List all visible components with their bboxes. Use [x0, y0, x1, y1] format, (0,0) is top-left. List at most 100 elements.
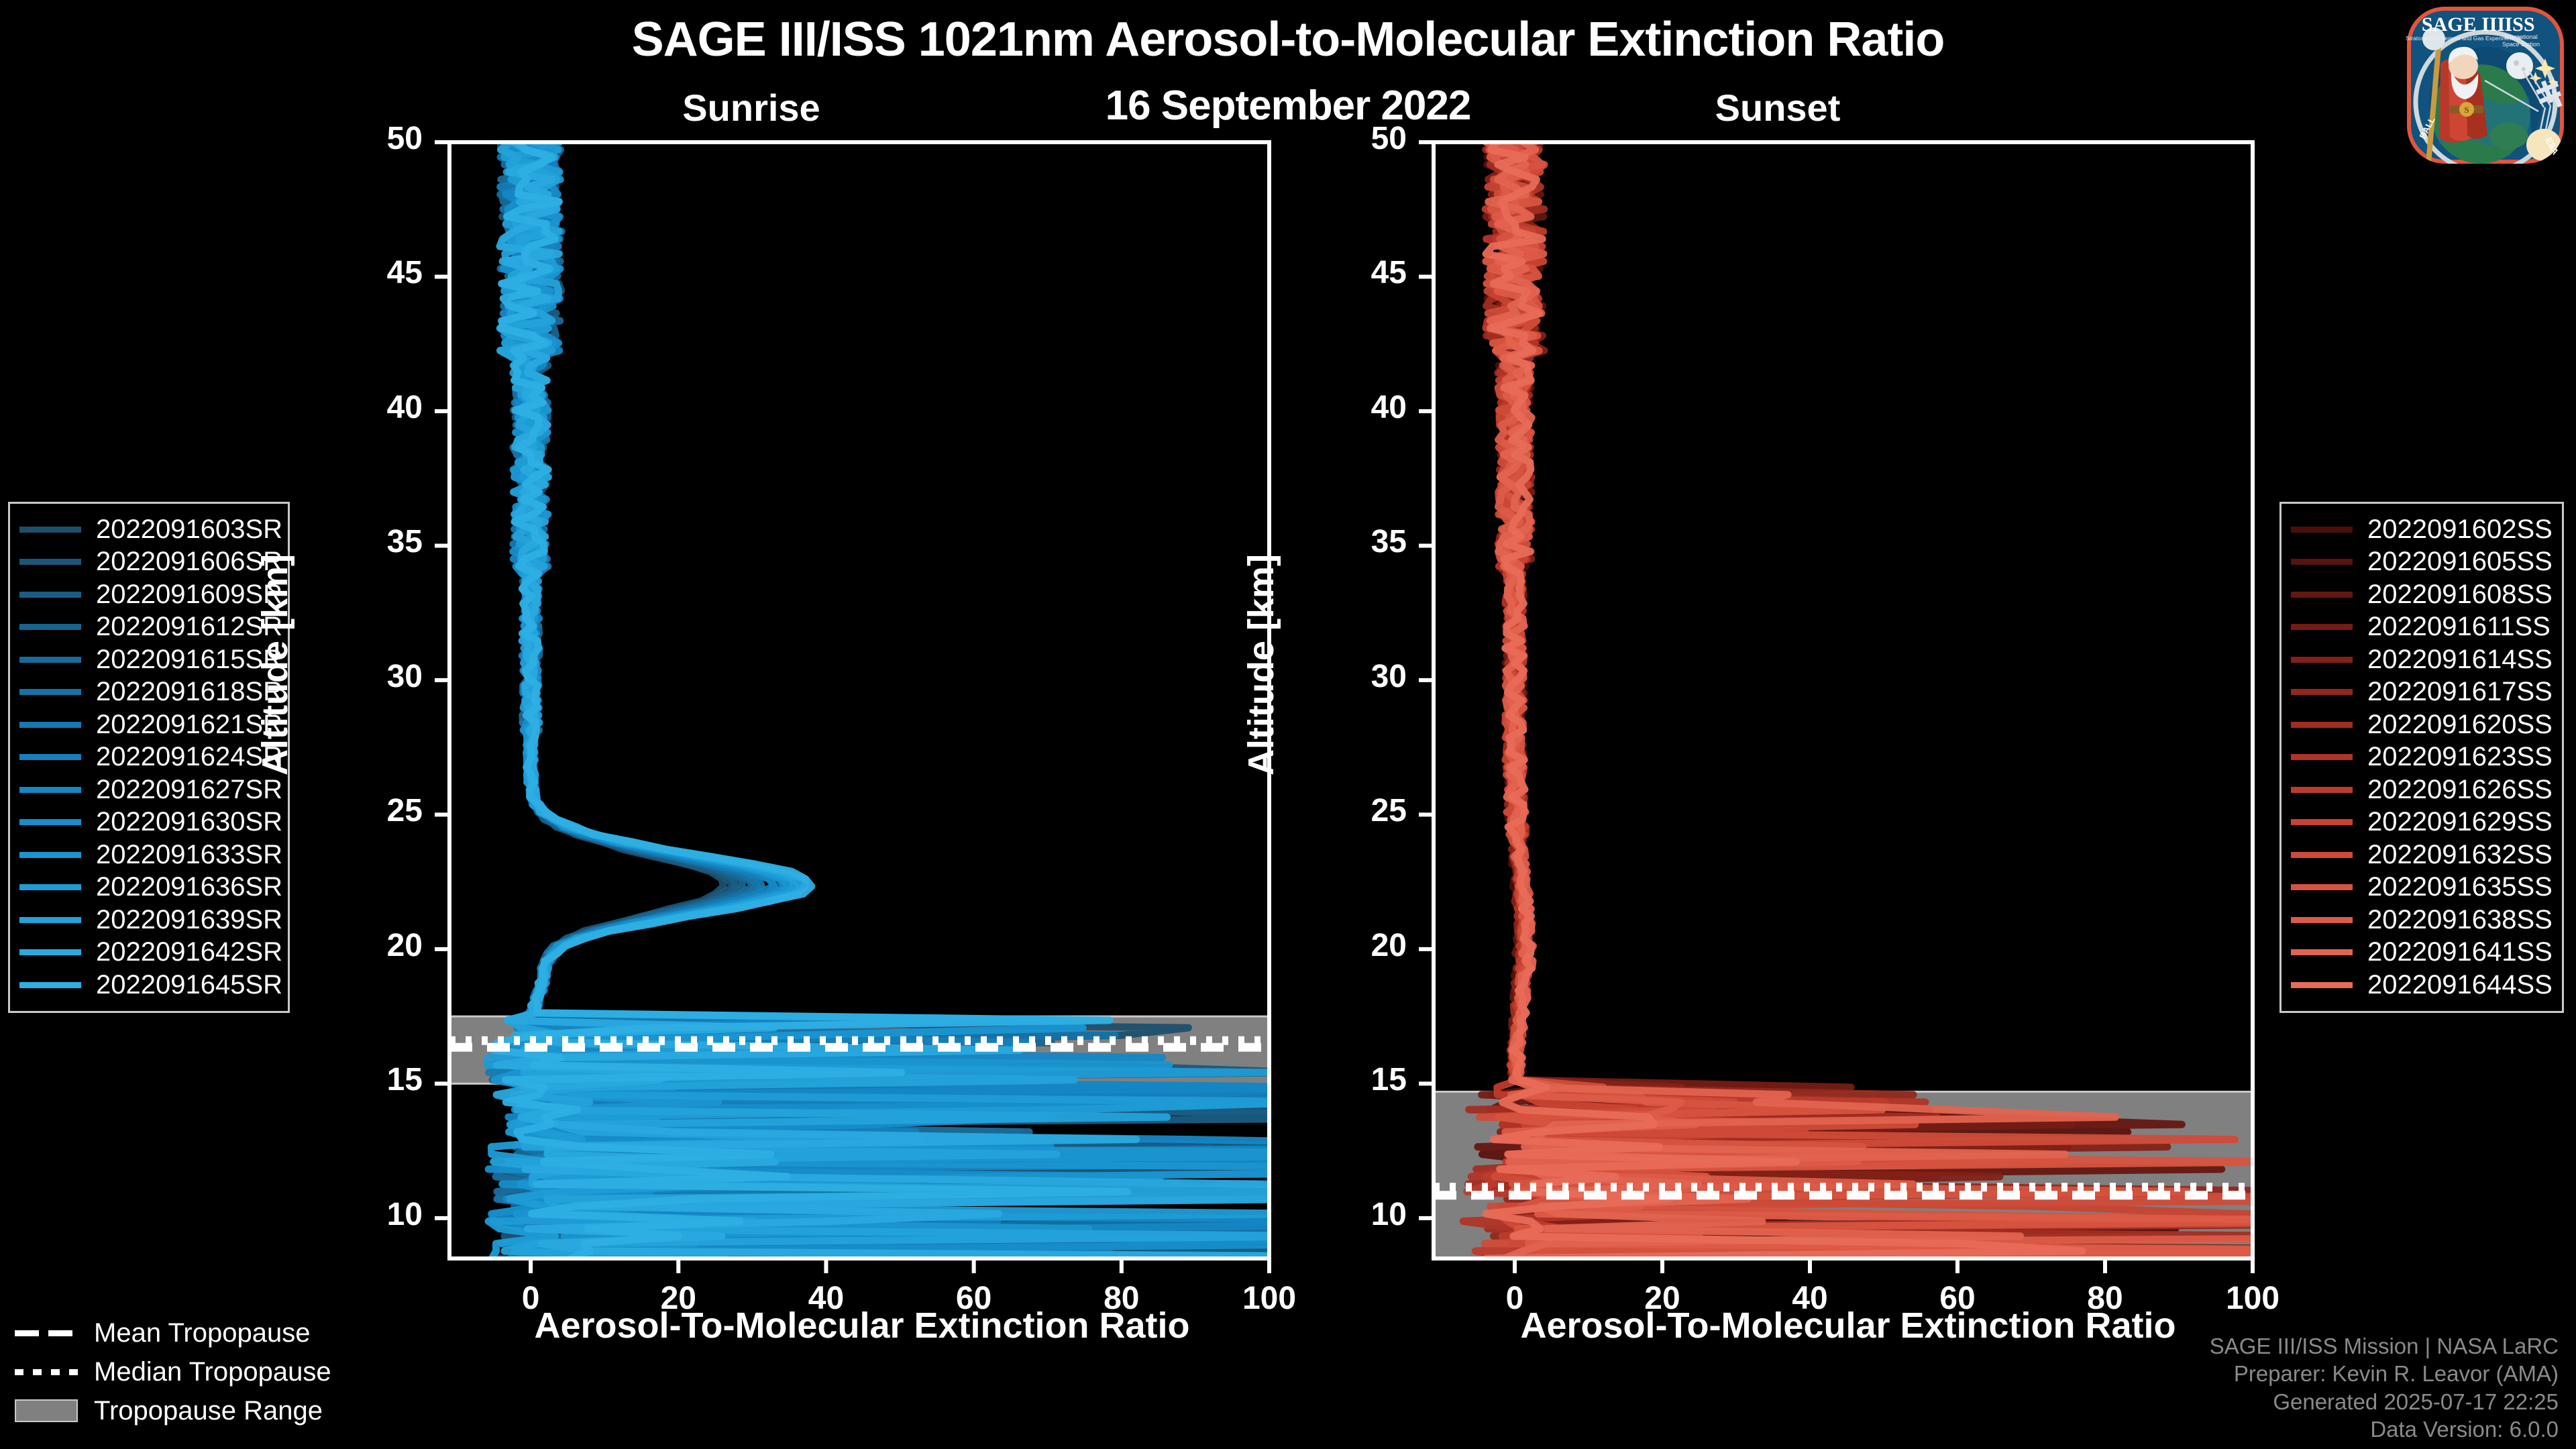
- axes-frame: [447, 140, 1271, 1260]
- legend-sunrise-events[interactable]: 2022091603SR 2022091606SR 2022091609SR 2022…: [8, 502, 290, 1013]
- legend-item[interactable]: 2022091630SR: [19, 806, 282, 839]
- credits-block: SAGE III/ISS Mission | NASA LaRC Prepare…: [2210, 1332, 2559, 1444]
- credit-line-data-version: Data Version: 6.0.0: [2370, 1417, 2559, 1442]
- legend-color-swatch: [19, 656, 81, 663]
- legend-item[interactable]: 2022091608SS: [2291, 578, 2553, 611]
- legend-item[interactable]: 2022091644SS: [2291, 969, 2553, 1002]
- x-tick-label: 0: [1505, 1281, 1524, 1316]
- legend-color-swatch: [19, 851, 81, 858]
- legend-item[interactable]: 2022091627SR: [19, 773, 282, 806]
- legend-event-label: 2022091642SR: [96, 937, 283, 967]
- legend-color-swatch: [2291, 916, 2353, 923]
- y-tick-label: 50: [386, 121, 423, 156]
- legend-item[interactable]: 2022091612SR: [19, 611, 282, 644]
- legend-color-swatch: [2291, 754, 2353, 761]
- legend-tropopause: Mean Tropopause Median Tropopause Tropop…: [15, 1316, 331, 1433]
- legend-sunset-events[interactable]: 2022091602SS 2022091605SS 2022091608SS 2022…: [2279, 502, 2564, 1013]
- legend-item[interactable]: 2022091632SS: [2291, 839, 2553, 871]
- panel-title-sunset: Sunset: [1715, 87, 1841, 129]
- legend-color-swatch: [2291, 981, 2353, 988]
- legend-color-swatch: [2291, 591, 2353, 598]
- legend-row-median-tropopause: Median Tropopause: [15, 1355, 331, 1389]
- legend-item[interactable]: 2022091641SS: [2291, 936, 2553, 969]
- y-tick-label: 30: [1371, 658, 1407, 694]
- x-tick-label: 100: [1242, 1281, 1297, 1316]
- x-tick-label: 40: [808, 1281, 845, 1316]
- legend-item[interactable]: 2022091609SR: [19, 578, 282, 611]
- legend-event-label: 2022091615SR: [96, 644, 283, 674]
- legend-event-label: 2022091612SR: [96, 612, 283, 642]
- legend-item[interactable]: 2022091645SR: [19, 969, 282, 1002]
- legend-item[interactable]: 2022091618SR: [19, 676, 282, 709]
- legend-item[interactable]: 2022091602SS: [2291, 513, 2553, 546]
- legend-item[interactable]: 2022091633SR: [19, 839, 282, 871]
- legend-item[interactable]: 2022091629SS: [2291, 806, 2553, 839]
- legend-color-swatch: [19, 721, 81, 728]
- legend-item[interactable]: 2022091611SS: [2291, 611, 2551, 644]
- legend-event-label: 2022091641SS: [2367, 937, 2553, 967]
- legend-item[interactable]: 2022091636SR: [19, 871, 282, 904]
- legend-color-swatch: [19, 949, 81, 956]
- legend-item[interactable]: 2022091603SR: [19, 513, 282, 546]
- x-tick-label: 20: [660, 1281, 696, 1316]
- shaded-band-icon: [15, 1399, 78, 1422]
- legend-item[interactable]: 2022091606SR: [19, 546, 282, 579]
- legend-color-swatch: [19, 916, 81, 923]
- legend-event-label: 2022091605SS: [2367, 547, 2553, 577]
- legend-event-label: 2022091618SR: [96, 677, 283, 707]
- legend-event-label: 2022091627SR: [96, 774, 283, 804]
- legend-item[interactable]: 2022091638SS: [2291, 904, 2553, 936]
- legend-event-label: 2022091611SS: [2367, 612, 2551, 642]
- legend-item[interactable]: 2022091642SR: [19, 936, 282, 969]
- legend-color-swatch: [19, 624, 81, 631]
- legend-label-tropopause-range: Tropopause Range: [94, 1395, 323, 1426]
- logo-station-line2: Space Station: [2502, 41, 2540, 48]
- y-tick-label: 40: [1371, 389, 1407, 425]
- logo-sage-text: SAGE III: [2422, 13, 2505, 36]
- dashed-line-icon: [15, 1323, 78, 1343]
- x-tick-label: 40: [1792, 1281, 1828, 1316]
- legend-item[interactable]: 2022091617SS: [2291, 676, 2553, 709]
- legend-color-swatch: [19, 559, 81, 566]
- x-tick-label: 60: [1939, 1281, 1976, 1316]
- x-tick-label: 60: [955, 1281, 992, 1316]
- legend-color-swatch: [2291, 819, 2353, 826]
- legend-event-label: 2022091639SR: [96, 904, 283, 934]
- x-axis-label-sunrise: Aerosol-To-Molecular Extinction Ratio: [534, 1305, 1190, 1346]
- panel-title-sunrise: Sunrise: [682, 87, 820, 129]
- credit-line-preparer: Preparer: Kevin R. Leavor (AMA): [2233, 1361, 2559, 1387]
- legend-item[interactable]: 2022091620SS: [2291, 708, 2553, 741]
- legend-event-label: 2022091609SR: [96, 579, 283, 609]
- y-axis-label-sunset: Altitude [km]: [1241, 554, 1281, 775]
- legend-event-label: 2022091645SR: [96, 969, 283, 1000]
- legend-item[interactable]: 2022091605SS: [2291, 546, 2553, 579]
- legend-event-label: 2022091621SR: [96, 709, 283, 739]
- legend-color-swatch: [2291, 884, 2353, 891]
- x-tick-label: 100: [2225, 1281, 2280, 1316]
- legend-item[interactable]: 2022091635SS: [2291, 871, 2553, 904]
- legend-item[interactable]: 2022091621SR: [19, 708, 282, 741]
- y-tick-label: 45: [1371, 255, 1407, 291]
- legend-item[interactable]: 2022091624SR: [19, 741, 282, 774]
- logo-dot: ·: [2490, 16, 2495, 33]
- legend-item[interactable]: 2022091615SR: [19, 643, 282, 676]
- y-tick-label: 15: [1371, 1062, 1407, 1098]
- legend-item[interactable]: 2022091614SS: [2291, 643, 2553, 676]
- legend-item[interactable]: 2022091626SS: [2291, 773, 2553, 806]
- x-axis-label-sunset: Aerosol-To-Molecular Extinction Ratio: [1520, 1305, 2176, 1346]
- legend-event-label: 2022091603SR: [96, 514, 283, 544]
- legend-event-label: 2022091638SS: [2367, 904, 2553, 934]
- legend-event-label: 2022091617SS: [2367, 677, 2553, 707]
- credit-line-mission: SAGE III/ISS Mission | NASA LaRC: [2209, 1333, 2559, 1358]
- legend-event-label: 2022091614SS: [2367, 644, 2553, 674]
- legend-color-swatch: [19, 591, 81, 598]
- x-tick-label: 0: [521, 1281, 540, 1316]
- legend-color-swatch: [19, 786, 81, 793]
- dotted-line-icon: [15, 1362, 78, 1382]
- logo-iss-text: ISS: [2504, 13, 2534, 36]
- legend-color-swatch: [2291, 624, 2353, 631]
- y-tick-label: 35: [1371, 524, 1407, 560]
- profile-trace: [1482, 142, 2086, 1258]
- legend-item[interactable]: 2022091623SS: [2291, 741, 2553, 774]
- legend-item[interactable]: 2022091639SR: [19, 904, 282, 936]
